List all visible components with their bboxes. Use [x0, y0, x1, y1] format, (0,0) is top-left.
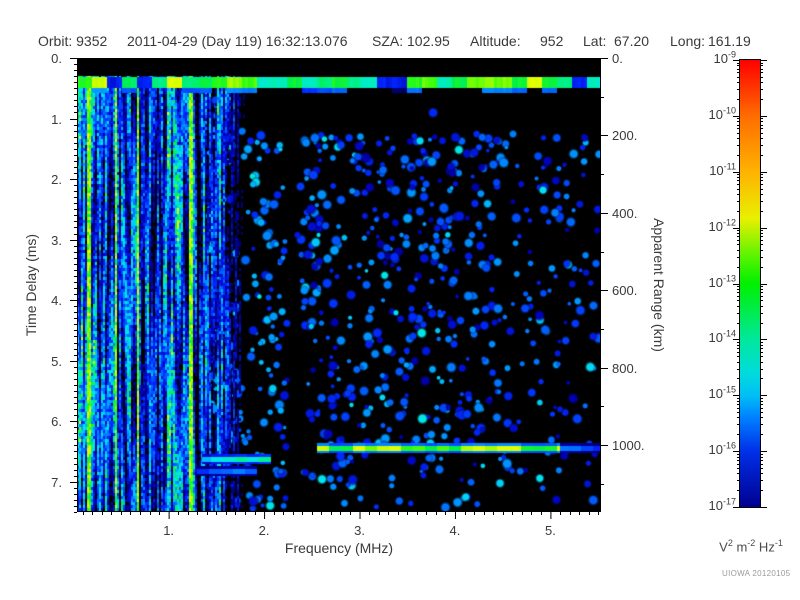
header-field: Long: [670, 33, 706, 49]
y-tick-label: 7. [51, 474, 62, 490]
header-field: Orbit: 9352 [38, 33, 108, 49]
y-axis-title: Time Delay (ms) [23, 233, 39, 337]
y2-axis-title: Apparent Range (km) [651, 218, 667, 352]
x-axis-title: Frequency (MHz) [284, 540, 394, 556]
colorbar-tick-label: 10-16 [708, 440, 736, 458]
colorbar-tick-label: 10-17 [708, 496, 736, 513]
x-tick-label: 3. [354, 523, 365, 538]
header-field: SZA: 102.95 [372, 33, 450, 49]
colorbar-tick-label: 10-11 [709, 161, 736, 178]
x-tick-label: 1. [163, 523, 175, 538]
colorbar-unit: V2 m-2 Hz-1 [719, 538, 783, 555]
colorbar-tick-label: 10-10 [708, 105, 736, 122]
y-tick-label: 4. [51, 293, 62, 309]
y-tick-label: 5. [51, 353, 62, 369]
y-tick-label: 0. [51, 51, 62, 66]
y2-tick-label: 600. [612, 283, 638, 299]
colorbar-tick-label: 10-14 [708, 329, 736, 346]
colorbar-tick-label: 10-12 [708, 217, 736, 234]
colorbar-gradient [740, 60, 760, 507]
x-tick-label: 5. [544, 523, 556, 538]
header-field: 2011-04-29 (Day 119) 16:32:13.076 [127, 33, 348, 49]
y-tick-label: 3. [51, 232, 62, 248]
y-tick-label: 6. [51, 414, 62, 430]
y-tick-label: 1. [51, 111, 62, 127]
y2-tick-label: 800. [612, 360, 638, 376]
colorbar-tick-label: 10-15 [708, 384, 736, 402]
credit-text: UIOWA 20120105 [722, 569, 791, 578]
header-field: 67.20 [614, 33, 650, 49]
x-tick-label: 2. [258, 523, 270, 538]
header-field: 161.19 [708, 33, 751, 49]
y2-tick-label: 1000. [612, 438, 645, 454]
header-field: 952 [540, 33, 564, 49]
colorbar-tick-label: 10-13 [708, 273, 736, 290]
y-tick-label: 2. [51, 172, 62, 188]
y2-tick-label: 400. [612, 205, 638, 221]
y2-tick-label: 200. [612, 128, 638, 144]
header-field: Altitude: [470, 33, 521, 49]
x-tick-label: 4. [449, 523, 461, 538]
y2-tick-label: 0. [612, 51, 623, 66]
colorbar-tick-label: 10-9 [713, 49, 736, 66]
header-field: Lat: [583, 33, 607, 49]
spectrogram-canvas [77, 58, 601, 512]
